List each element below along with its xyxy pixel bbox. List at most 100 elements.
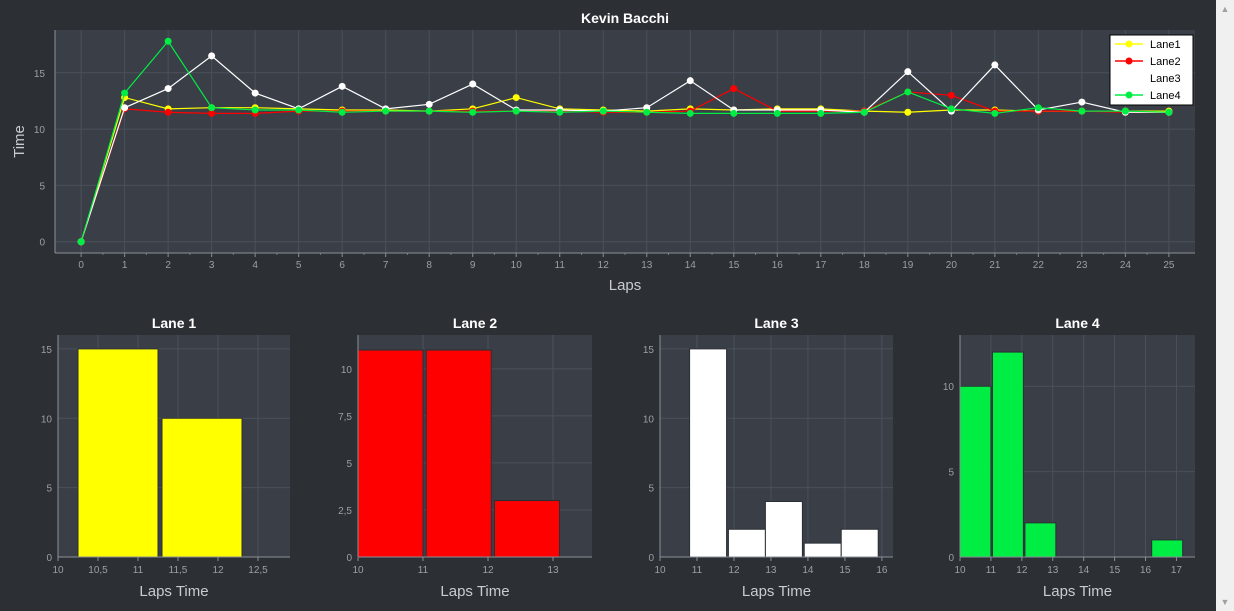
x-axis-label: Laps (609, 277, 642, 294)
x-tick-label: 13 (641, 260, 653, 271)
x-tick-label: 12 (212, 565, 224, 576)
x-tick-label: 16 (772, 260, 784, 271)
x-tick-label: 1 (122, 260, 128, 271)
data-point-lane4 (904, 88, 912, 96)
data-point-lane4 (1165, 108, 1173, 116)
y-tick-label: 10 (41, 414, 53, 425)
lane-3-title: Lane 3 (754, 315, 799, 331)
vertical-scrollbar[interactable]: ▲ ▼ (1216, 0, 1234, 611)
data-point-lane3 (1078, 98, 1086, 106)
data-point-lane4 (686, 109, 694, 117)
legend-label-lane3: Lane3 (1150, 73, 1181, 85)
y-tick-label: 15 (41, 345, 53, 356)
y-tick-label: 10 (943, 382, 955, 393)
y-tick-label: 10 (341, 365, 353, 376)
data-point-lane4 (338, 108, 346, 116)
main-line-chart: 0 1 2 3 4 5 6 7 8 9 10 11 12 13 14 15 16 17 18 19 20 21 22 23 24… (11, 10, 1195, 294)
legend-marker-lane4 (1125, 91, 1133, 99)
x-tick-label: 14 (685, 260, 697, 271)
data-point-lane4 (512, 107, 520, 115)
y-tick-label: 15 (643, 345, 655, 356)
x-tick-label: 11 (133, 565, 144, 576)
data-point-lane4 (991, 109, 999, 117)
histogram-bar (727, 528, 766, 558)
x-tick-label: 25 (1163, 260, 1175, 271)
data-point-lane1 (512, 94, 520, 102)
x-tick-label: 8 (426, 260, 432, 271)
data-point-lane4 (860, 108, 868, 116)
x-tick-label: 13 (765, 565, 777, 576)
x-tick-label: 10 (954, 565, 966, 576)
y-tick-label: 0 (46, 553, 52, 564)
legend-box (1109, 34, 1194, 106)
x-tick-label: 20 (946, 260, 958, 271)
data-point-lane4 (599, 107, 607, 115)
x-tick-label: 13 (1047, 565, 1059, 576)
data-point-lane3 (425, 100, 433, 108)
y-tick-label: 5 (648, 484, 654, 495)
y-tick-label: 0 (346, 553, 352, 564)
histogram-bar (77, 348, 159, 558)
x-tick-label: 15 (728, 260, 740, 271)
data-point-lane4 (1034, 104, 1042, 112)
y-tick-label: 10 (643, 414, 655, 425)
x-tick-label: 16 (876, 565, 888, 576)
x-tick-label: 3 (209, 260, 215, 271)
legend-label-lane1: Lane1 (1150, 39, 1181, 51)
x-tick-label: 6 (339, 260, 345, 271)
data-point-lane2 (164, 108, 172, 116)
x-tick-label: 21 (989, 260, 1001, 271)
data-point-lane3 (686, 77, 694, 85)
x-tick-label: 24 (1120, 260, 1132, 271)
data-point-lane4 (469, 108, 477, 116)
lane-2-title: Lane 2 (453, 315, 498, 331)
y-tick-label: 5 (39, 181, 45, 192)
plot-area (55, 30, 1195, 253)
x-tick-label: 14 (802, 565, 814, 576)
x-tick-label: 9 (470, 260, 476, 271)
scroll-up-icon[interactable]: ▲ (1220, 4, 1230, 14)
x-tick-label: 4 (252, 260, 258, 271)
lane-3-histogram: 0 5 10 15 10 11 12 13 14 15 16 Lane 3 Laps Time (643, 315, 893, 600)
y-tick-label: 0 (39, 238, 45, 249)
histogram-bar (425, 349, 492, 558)
data-point-lane3 (991, 61, 999, 69)
y-tick-label: 5 (346, 459, 352, 470)
data-point-lane4 (730, 109, 738, 117)
series-line-lane1 (80, 96, 1169, 242)
x-tick-label: 10 (511, 260, 523, 271)
lane-2-x-axis-label: Laps Time (440, 583, 509, 600)
histogram-bar (991, 351, 1024, 558)
x-tick-label: 19 (902, 260, 914, 271)
x-tick-label: 10 (654, 565, 666, 576)
data-point-lane2 (947, 91, 955, 99)
x-tick-label: 12,5 (248, 565, 268, 576)
x-tick-label: 11 (418, 565, 429, 576)
lane-1-x-axis-label: Laps Time (139, 583, 208, 600)
y-axis-label: Time (11, 125, 28, 158)
x-tick-label: 18 (859, 260, 871, 271)
histogram-bar (840, 528, 879, 558)
lane-1-title: Lane 1 (152, 315, 197, 331)
x-tick-label: 22 (1033, 260, 1045, 271)
data-point-lane3 (251, 89, 259, 97)
x-tick-label: 11 (555, 260, 566, 271)
x-tick-label: 15 (1109, 565, 1121, 576)
scroll-down-icon[interactable]: ▼ (1220, 597, 1230, 607)
series-line-lane4 (80, 40, 1169, 242)
data-point-lane4 (1078, 107, 1086, 115)
x-tick-label: 17 (815, 260, 827, 271)
data-point-lane3 (164, 85, 172, 93)
data-point-lane1 (904, 108, 912, 116)
series-line-lane3 (80, 55, 1169, 242)
data-point-lane4 (164, 37, 172, 45)
data-point-lane4 (208, 104, 216, 112)
y-tick-label: 7,5 (338, 412, 352, 423)
x-tick-label: 11,5 (169, 565, 188, 576)
lane-4-x-axis-label: Laps Time (1043, 583, 1112, 600)
histogram-bar (1151, 539, 1184, 558)
lane-1-histogram: 0 5 10 15 10 10,5 11 11,5 12 12,5 Lane 1 Laps Time (41, 315, 290, 600)
data-point-lane4 (643, 108, 651, 116)
data-point-lane4 (425, 107, 433, 115)
